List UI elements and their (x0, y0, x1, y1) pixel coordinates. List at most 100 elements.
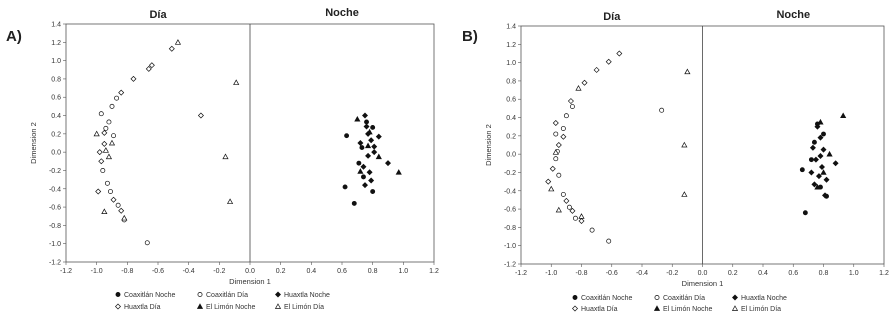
data-point (114, 95, 120, 101)
data-point (370, 124, 376, 130)
x-tick-label: -0.4 (183, 268, 195, 275)
data-point (578, 217, 585, 224)
series-huaxtla-dia (95, 45, 204, 214)
x-tick-label: 0.0 (245, 268, 255, 275)
y-tick-label: -0.4 (49, 186, 61, 193)
y-tick-label: 1.0 (51, 58, 61, 65)
data-point (118, 207, 125, 214)
data-point (560, 191, 566, 197)
y-tick-label: 1.2 (506, 42, 516, 49)
x-tick-label: -0.2 (213, 268, 225, 275)
legend-label-el-limon-noche: El Limón Noche (663, 306, 713, 313)
data-point (811, 181, 818, 188)
y-tick-label: 0.0 (51, 150, 61, 157)
data-point (553, 131, 559, 137)
y-tick-label: 0.4 (506, 115, 516, 122)
data-point (110, 196, 117, 203)
data-point (832, 160, 839, 167)
data-point (659, 107, 665, 113)
data-point (569, 104, 575, 110)
data-point (368, 177, 375, 184)
data-point (362, 112, 368, 119)
data-point (606, 238, 612, 244)
legend-label-huaxtla-noche: Huaxtla Noche (284, 292, 330, 299)
data-point (817, 118, 824, 125)
x-tick-label: 0.2 (276, 268, 286, 275)
data-point (681, 191, 688, 197)
legend-marker-el-limon-noche (196, 303, 204, 309)
data-point (575, 85, 582, 91)
data-point (364, 142, 372, 149)
x-tick-label: 0.6 (788, 270, 798, 277)
data-point (100, 168, 106, 173)
data-point (354, 115, 361, 122)
region-label-noche: Noche (325, 7, 359, 19)
data-point (802, 210, 808, 216)
data-point (93, 130, 100, 137)
y-tick-label: -0.8 (504, 225, 516, 232)
data-point (168, 45, 175, 52)
x-tick-label: 1.2 (879, 270, 889, 277)
data-point (108, 189, 113, 194)
legend-label-huaxtla-noche: Huaxtla Noche (741, 295, 787, 302)
legend-label-el-limon-noche: El Limón Noche (206, 304, 256, 311)
data-point (799, 167, 805, 173)
y-tick-label: -0.4 (504, 188, 516, 195)
data-point (102, 147, 109, 153)
legend-marker-el-limon-dia (731, 305, 739, 311)
data-point (556, 172, 562, 178)
data-point (616, 50, 623, 57)
data-point (115, 202, 121, 208)
x-tick-label: -0.2 (666, 270, 678, 277)
data-point (808, 169, 815, 176)
data-point (101, 208, 108, 215)
legend-marker-coaxitlan-noche (115, 292, 121, 297)
legend-label-el-limon-dia: El Limón Día (284, 304, 324, 311)
y-tick-label: -1.2 (504, 262, 516, 269)
x-tick-label: -0.8 (121, 268, 133, 275)
series-el-limon-noche (354, 115, 402, 175)
data-point (361, 174, 366, 180)
data-point (96, 149, 103, 156)
data-point (121, 214, 128, 221)
legend-label-coaxitlan-dia: Coaxitlán Día (663, 295, 705, 302)
x-tick-label: 0.6 (337, 268, 347, 275)
data-point (820, 146, 827, 153)
data-point (811, 139, 817, 145)
panel-label-b: B) (462, 28, 478, 45)
x-tick-label: 0.4 (306, 268, 316, 275)
legend-marker-huaxtla-dia (115, 303, 121, 310)
y-tick-label: 0.6 (506, 97, 516, 104)
data-point (371, 143, 378, 150)
data-point (605, 58, 612, 65)
region-label-noche: Noche (776, 9, 810, 21)
data-point (366, 169, 373, 176)
y-tick-label: 1.0 (506, 60, 516, 67)
data-point (822, 192, 829, 199)
data-point (820, 169, 827, 175)
x-tick-label: 0.4 (758, 270, 768, 277)
data-point (375, 133, 382, 140)
data-point (684, 68, 691, 75)
data-point (357, 168, 364, 174)
data-point (130, 75, 137, 82)
y-tick-label: 0.4 (51, 113, 61, 120)
x-tick-label: -1.2 (515, 270, 527, 277)
data-point (809, 144, 816, 151)
legend-marker-el-limon-noche (653, 305, 661, 311)
y-tick-label: -0.8 (49, 223, 61, 230)
data-point (593, 66, 600, 73)
data-point (821, 131, 826, 137)
data-point (222, 153, 229, 160)
y-tick-label: 1.4 (506, 24, 516, 31)
data-point (359, 145, 365, 151)
legend-label-huaxtla-dia: Huaxtla Día (124, 304, 161, 311)
data-point (368, 137, 375, 144)
x-tick-label: -0.8 (575, 270, 587, 277)
y-tick-label: 0.6 (51, 95, 61, 102)
legend-marker-coaxitlan-dia (654, 295, 660, 300)
legend-label-huaxtla-dia: Huaxtla Día (581, 306, 618, 313)
data-point (118, 89, 125, 96)
y-tick-label: -0.2 (49, 168, 61, 175)
